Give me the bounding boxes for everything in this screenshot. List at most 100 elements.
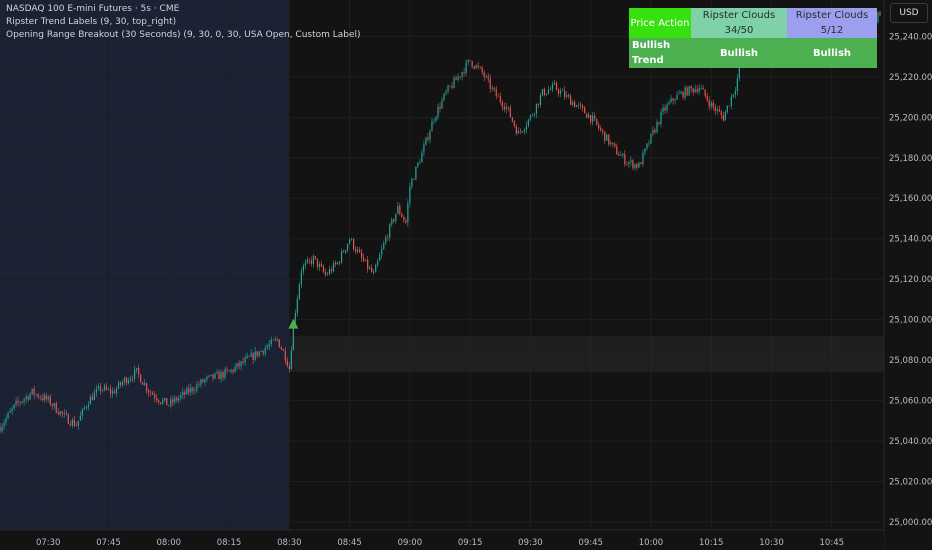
candle-body bbox=[210, 374, 212, 376]
candle-body bbox=[513, 121, 515, 126]
candle-body bbox=[453, 77, 455, 88]
candle-body bbox=[252, 353, 254, 360]
candle-body bbox=[59, 411, 61, 415]
candle-body bbox=[523, 129, 525, 132]
candle-body bbox=[111, 391, 114, 394]
candle-body bbox=[501, 101, 503, 107]
time-axis[interactable]: 07:30 07:45 08:00 08:15 08:30 08:45 09:00 09:15… bbox=[0, 529, 884, 550]
candle-body bbox=[572, 102, 574, 105]
candle-body bbox=[455, 77, 457, 80]
trend-header-price-action: Price Action bbox=[629, 8, 691, 38]
candle-body bbox=[73, 419, 75, 426]
candle-body bbox=[614, 143, 616, 147]
candle-body bbox=[654, 129, 656, 133]
price-tick-label: 25,140.00 bbox=[889, 235, 932, 245]
candle-body bbox=[586, 113, 588, 118]
candle-body bbox=[266, 346, 268, 349]
candle-body bbox=[395, 214, 397, 222]
candle-body bbox=[489, 78, 491, 89]
candle-body bbox=[415, 166, 417, 180]
candle-body bbox=[282, 349, 284, 351]
candle-body bbox=[119, 382, 122, 385]
candle-body bbox=[322, 266, 325, 272]
trend-header-clouds-34-50: Ripster Clouds 34/50 bbox=[691, 8, 787, 38]
indicator-legend-orb[interactable]: Opening Range Breakout (30 Seconds) (9, … bbox=[6, 30, 361, 40]
candle-body bbox=[298, 284, 300, 299]
candle-body bbox=[427, 137, 429, 140]
candle-body bbox=[565, 94, 568, 97]
candle-body bbox=[129, 378, 132, 381]
candle-body bbox=[545, 93, 548, 96]
candle-body bbox=[606, 134, 608, 141]
candle-body bbox=[146, 383, 148, 391]
candle-body bbox=[650, 133, 652, 144]
candle-body bbox=[115, 388, 118, 394]
candle-body bbox=[232, 369, 234, 372]
candle-body bbox=[27, 396, 29, 400]
candle-body bbox=[646, 143, 648, 149]
currency-button[interactable]: USD bbox=[890, 3, 928, 23]
candle-body bbox=[610, 142, 612, 145]
candle-body bbox=[186, 388, 188, 395]
candle-body bbox=[630, 160, 632, 163]
candle-body bbox=[682, 91, 684, 98]
candle-body bbox=[481, 67, 483, 73]
candle-body bbox=[511, 117, 513, 122]
candle-body bbox=[97, 386, 100, 389]
candle-body bbox=[381, 248, 383, 256]
price-tick-label: 25,020.00 bbox=[889, 477, 932, 487]
candle-body bbox=[136, 368, 138, 370]
candle-body bbox=[457, 76, 459, 80]
candle-body bbox=[260, 350, 262, 352]
price-tick-label: 25,160.00 bbox=[889, 194, 932, 204]
price-tick-label: 25,240.00 bbox=[889, 32, 932, 42]
candle-body bbox=[622, 154, 624, 156]
candle-body bbox=[308, 259, 311, 261]
candle-body bbox=[411, 179, 413, 187]
candle-body bbox=[582, 105, 584, 108]
candle-body bbox=[121, 382, 124, 385]
candle-body bbox=[574, 102, 576, 107]
candle-body bbox=[672, 98, 674, 101]
candle-body bbox=[264, 348, 266, 354]
candle-body bbox=[278, 339, 280, 348]
candle-body bbox=[732, 94, 734, 97]
candle-body bbox=[477, 65, 479, 67]
indicator-legend-trend-labels[interactable]: Ripster Trend Labels (9, 30, top_right) bbox=[6, 17, 177, 27]
symbol-legend[interactable]: NASDAQ 100 E-mini Futures · 5s · CME bbox=[6, 4, 180, 14]
candle-body bbox=[174, 397, 176, 403]
candle-body bbox=[234, 366, 236, 372]
candle-body bbox=[567, 94, 570, 97]
candle-body bbox=[202, 379, 204, 383]
time-tick-label: 08:00 bbox=[157, 538, 182, 548]
candle-body bbox=[338, 262, 341, 263]
candle-body bbox=[248, 356, 250, 357]
candle-body bbox=[65, 413, 67, 415]
candle-body bbox=[688, 86, 690, 96]
candle-body bbox=[302, 265, 304, 272]
candle-body bbox=[515, 125, 517, 134]
candle-body bbox=[254, 351, 256, 360]
candle-body bbox=[41, 398, 43, 400]
candle-body bbox=[407, 203, 409, 223]
candle-body bbox=[184, 391, 186, 395]
candle-body bbox=[559, 90, 562, 94]
price-axis[interactable]: 25,000.00 25,020.00 25,040.00 25,060.00 25,0… bbox=[883, 0, 932, 550]
candle-body bbox=[93, 392, 96, 401]
candle-body bbox=[533, 113, 536, 116]
candle-body bbox=[584, 107, 586, 114]
candle-body bbox=[204, 379, 206, 383]
candle-body bbox=[154, 394, 156, 398]
candle-body bbox=[487, 76, 489, 79]
candle-body bbox=[694, 89, 696, 93]
price-tick-label: 25,200.00 bbox=[889, 113, 932, 123]
candle-body bbox=[738, 66, 740, 79]
candle-body bbox=[160, 402, 162, 404]
candle-body bbox=[531, 115, 534, 116]
candle-body bbox=[626, 164, 628, 165]
candle-body bbox=[25, 396, 27, 400]
candle-body bbox=[284, 350, 286, 361]
candle-body bbox=[555, 82, 558, 90]
candle-body bbox=[696, 89, 698, 92]
